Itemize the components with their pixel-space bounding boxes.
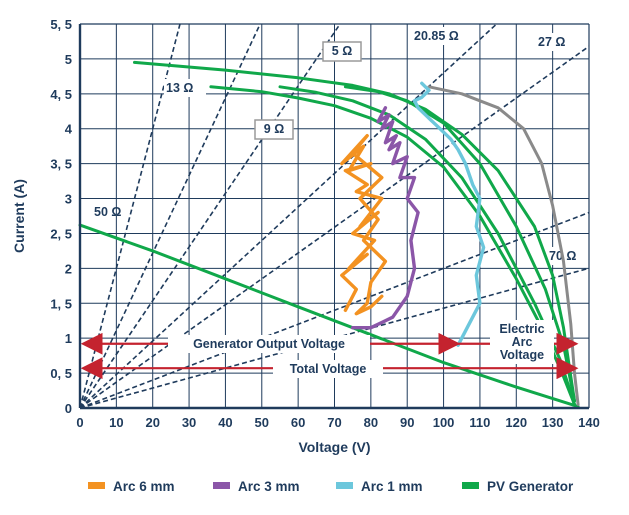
legend-swatch: [336, 482, 353, 489]
annotations: Generator Output Voltage Total Voltage Ele…: [80, 320, 579, 380]
series-pv-generator-line: [78, 223, 580, 409]
resistance-label: 9 Ω: [264, 122, 284, 136]
resistance-label-box: [254, 119, 294, 140]
y-axis-title: Current (A): [11, 179, 27, 253]
series-arc-1-mm-line: [412, 81, 486, 347]
annotation-bg: [273, 360, 383, 378]
y-tick-label: 2: [65, 261, 72, 276]
resistance-label-bg: [536, 33, 578, 51]
y-tick-label: 0, 5: [50, 366, 72, 381]
x-tick-label: 120: [505, 415, 527, 430]
y-tick-label: 3: [65, 192, 72, 207]
resistance-label-box: [322, 41, 362, 62]
annotation-label: Arc: [512, 335, 533, 349]
y-tick-label: 1, 5: [50, 296, 72, 311]
series-pv-generator-line: [133, 60, 576, 403]
x-tick-label: 10: [109, 415, 123, 430]
annotation-label: Total Voltage: [290, 362, 367, 376]
x-tick-label: 50: [255, 415, 269, 430]
resistance-label: 13 Ω: [166, 81, 193, 95]
y-tick-label: 5, 5: [50, 17, 72, 32]
legend-label: PV Generator: [487, 479, 574, 494]
annotation-bg: [490, 320, 554, 364]
annotation-label: Generator Output Voltage: [193, 337, 345, 351]
legend: Arc 6 mm Arc 3 mm Arc 1 mm PV Generator: [88, 479, 574, 494]
resistance-label-bg: [164, 79, 206, 97]
y-tick-label: 0: [65, 401, 72, 416]
annotation-label: Voltage: [500, 348, 544, 362]
resistance-label: 27 Ω: [538, 35, 565, 49]
x-tick-label: 60: [291, 415, 305, 430]
x-tick-label: 90: [400, 415, 414, 430]
x-tick-label: 140: [578, 415, 600, 430]
legend-swatch: [213, 482, 230, 489]
y-tick-label: 5: [65, 52, 72, 67]
resistance-label-bg: [412, 27, 472, 45]
series-arc-3-mm-line: [351, 106, 420, 330]
x-tick-label: 20: [145, 415, 159, 430]
y-tick-label: 1: [65, 331, 72, 346]
legend-label: Arc 3 mm: [238, 479, 300, 494]
series-pv-generator-line: [343, 85, 576, 403]
y-tick-label: 4, 5: [50, 87, 72, 102]
series-arc-6-mm-line: [340, 133, 388, 316]
x-tick-label: 130: [542, 415, 564, 430]
legend-swatch: [88, 482, 105, 489]
legend-label: Arc 6 mm: [113, 479, 175, 494]
resistance-label: 5 Ω: [332, 44, 352, 58]
legend-swatch: [462, 482, 479, 489]
x-tick-label: 30: [182, 415, 196, 430]
axes: 0 10 20 30 40 50 60 70 80 90 100 110 120 130 140 0 0, 5 1…: [11, 17, 600, 455]
x-tick-label: 0: [76, 415, 83, 430]
y-tick-label: 2, 5: [50, 226, 72, 241]
x-tick-label: 80: [364, 415, 378, 430]
y-tick-label: 4: [65, 122, 73, 137]
resistance-label-bg: [547, 247, 589, 265]
x-tick-label: 100: [433, 415, 455, 430]
x-tick-label: 110: [469, 415, 490, 430]
annotation-bg: [168, 335, 370, 353]
annotation-label: Electric: [499, 322, 544, 336]
resistance-label: 50 Ω: [94, 205, 121, 219]
x-tick-label: 40: [218, 415, 232, 430]
x-axis-title: Voltage (V): [298, 439, 370, 455]
y-tick-label: 3, 5: [50, 157, 72, 172]
resistance-label: 20.85 Ω: [414, 29, 459, 43]
legend-label: Arc 1 mm: [361, 479, 423, 494]
x-tick-label: 70: [327, 415, 341, 430]
